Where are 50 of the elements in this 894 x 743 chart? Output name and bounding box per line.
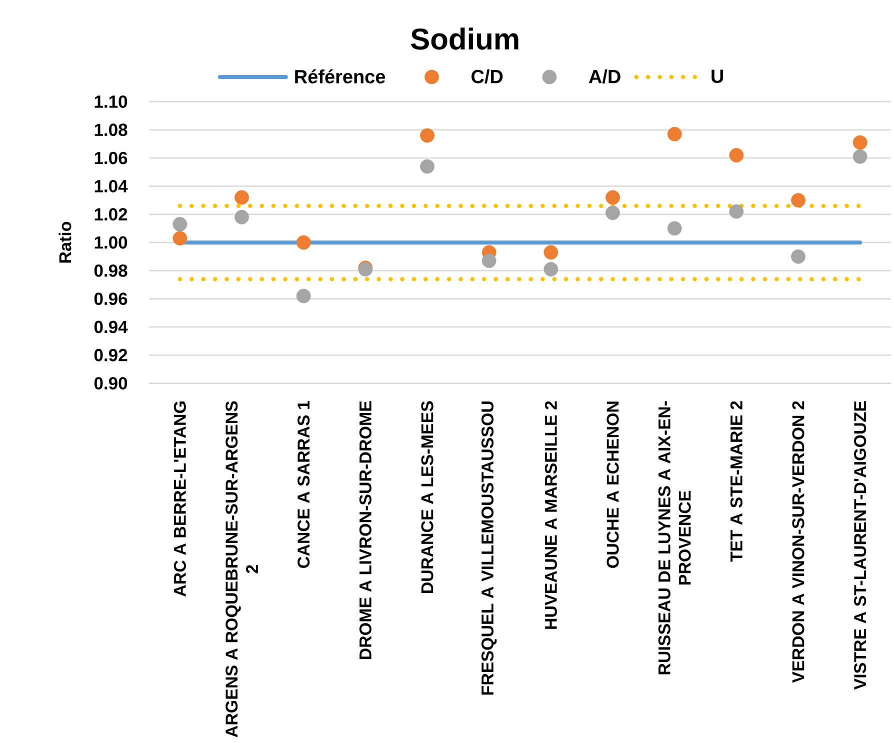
point (420, 128, 434, 143)
point (667, 126, 682, 142)
y-tick-label: 1.02 (94, 208, 128, 221)
legend-label: A/D (588, 69, 620, 84)
legend-label: U (712, 70, 724, 83)
point (606, 190, 620, 205)
y-tick-label: 0.96 (94, 292, 128, 306)
y-tick-label: 0.90 (94, 377, 128, 390)
y-tick-label: 1.00 (94, 236, 128, 249)
y-tick-label: 0.94 (94, 320, 128, 334)
point (172, 231, 188, 246)
point (234, 190, 249, 205)
point (791, 249, 806, 264)
y-tick-label: 1.04 (94, 180, 128, 192)
x-tick-label: DURANCE A LES-MEES (421, 401, 434, 593)
point (296, 288, 311, 304)
legend-label: Référence (295, 69, 386, 84)
point (852, 149, 868, 164)
point (482, 254, 496, 268)
point (544, 245, 558, 260)
x-tick-label: ARC A BERRE-L'ETANG (174, 402, 186, 596)
point (606, 206, 620, 220)
y-tick-label: 0.92 (94, 348, 128, 362)
x-tick-label: VISTRE A ST-LAURENT-D'AIGOUZE (854, 401, 866, 690)
point (667, 221, 682, 236)
point (729, 148, 744, 162)
point (420, 159, 434, 174)
y-tick-label: 1.10 (94, 96, 128, 108)
point (544, 262, 558, 276)
point (852, 135, 868, 150)
x-tick-label: RUISSEAU DE LUYNES A AIX-EN-PROVENCE (658, 401, 691, 674)
y-axis-title: Ratio (58, 222, 72, 263)
x-tick-label: FRESQUEL A VILLEMOUSTAUSSOU (481, 402, 497, 695)
point (791, 193, 806, 208)
point (296, 235, 311, 250)
x-tick-label: ARGENS A ROQUEBRUNE-SUR-ARGENS 2 (226, 401, 258, 738)
y-tick-label: 1.06 (94, 152, 128, 164)
y-tick-label: 0.98 (94, 264, 128, 277)
legend-label: C/D (472, 69, 503, 84)
chart-title: Sodium (410, 28, 518, 50)
x-tick-label: VERDON A VINON-SUR-VERDON 2 (792, 401, 804, 683)
y-tick-label: 1.08 (94, 124, 128, 136)
x-tick-label: HUVEAUNE A MARSEILLE 2 (544, 401, 557, 629)
x-tick-label: DROME A LIVRON-SUR-DROME (359, 401, 372, 660)
point (234, 210, 249, 224)
x-tick-label: CANCE A SARRAS 1 (298, 400, 310, 568)
point (729, 204, 744, 219)
x-tick-label: OUCHE A ECHENON (606, 402, 619, 568)
x-tick-label: TET A STE-MARIE 2 (730, 401, 742, 562)
point (172, 216, 188, 232)
